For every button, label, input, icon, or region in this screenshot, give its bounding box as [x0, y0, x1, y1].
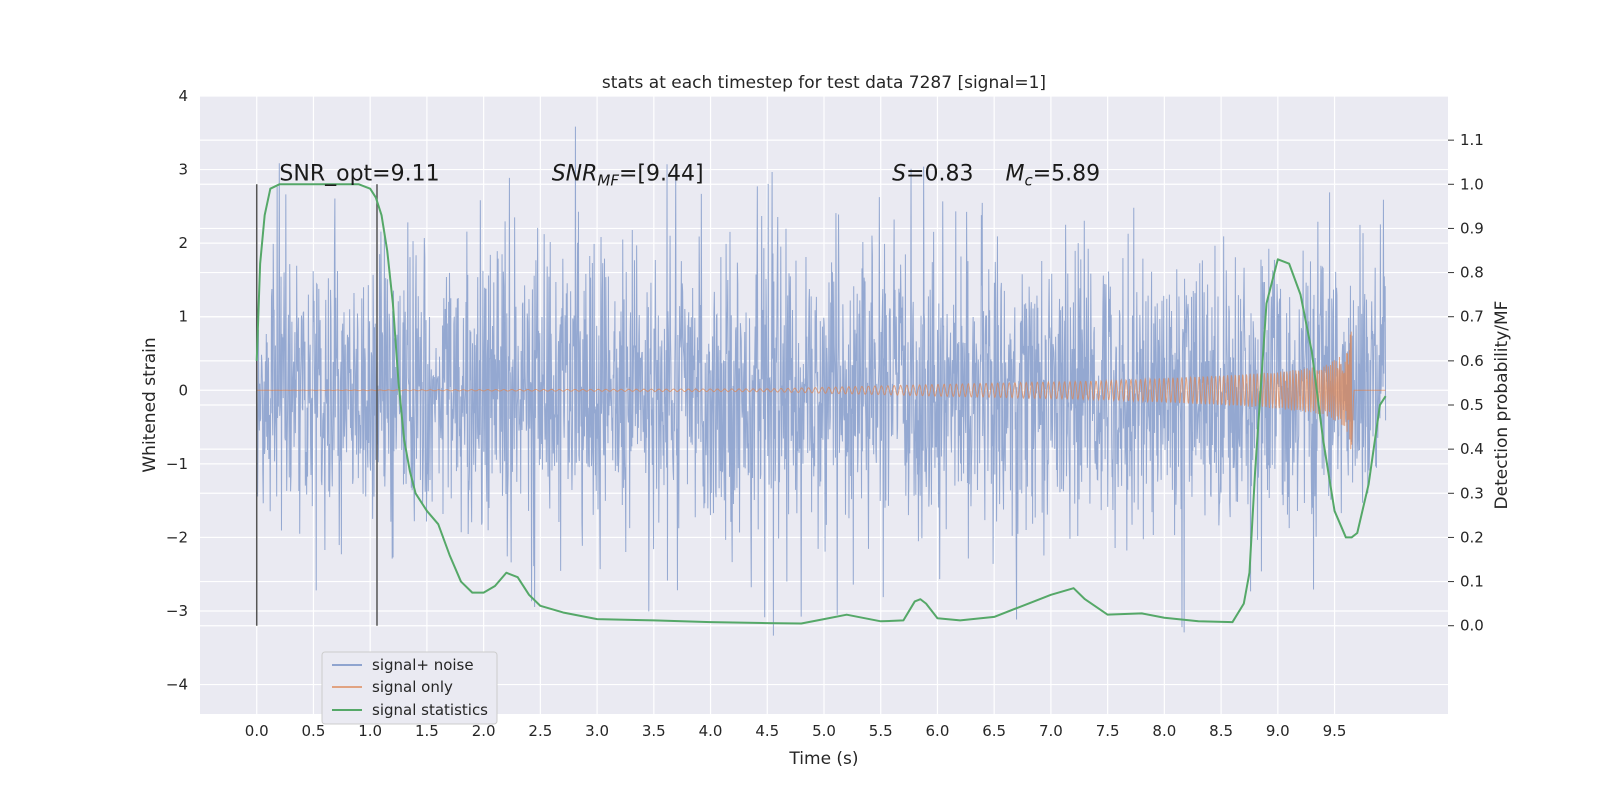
y2-tick-label: 0.9	[1460, 219, 1484, 237]
x-tick-label: 3.0	[585, 722, 609, 740]
x-tick-label: 6.5	[982, 722, 1006, 740]
x-tick-label: 9.5	[1323, 722, 1347, 740]
y2-axis-label: Detection probability/MF	[1492, 301, 1512, 510]
x-tick-label: 9.0	[1266, 722, 1290, 740]
x-tick-label: 4.5	[755, 722, 779, 740]
legend: signal+ noise signal only signal statist…	[321, 651, 498, 725]
x-tick-label: 5.5	[869, 722, 893, 740]
y-tick-label: 0	[178, 381, 188, 399]
annotation-0: SNR_opt=9.11	[279, 162, 439, 187]
legend-label-signal-stats: signal statistics	[372, 701, 488, 719]
y-tick-label: −4	[166, 676, 188, 694]
y2-tick-label: 0.1	[1460, 573, 1484, 591]
y-tick-label: 4	[178, 87, 188, 105]
x-tick-label: 8.5	[1209, 722, 1233, 740]
x-tick-label: 2.0	[472, 722, 496, 740]
y2-tick-label: 1.1	[1460, 131, 1484, 149]
signal-noise-series	[256, 126, 1387, 636]
signal-only-series	[256, 331, 1386, 450]
legend-label-signal-only: signal only	[372, 678, 453, 696]
legend-box	[321, 651, 498, 725]
signal-stats-series	[255, 183, 1387, 625]
annotation-3: Mc=5.89	[1006, 162, 1101, 190]
y2-tick-label: 0.5	[1460, 396, 1484, 414]
y-tick-label: 3	[178, 161, 188, 179]
y-axis-label: Whitened strain	[140, 337, 160, 472]
x-tick-label: 3.5	[642, 722, 666, 740]
y-ticks: −4 −3 −2 −1 0 1 2 3 4	[166, 87, 188, 694]
y2-tick-label: 0.0	[1460, 617, 1484, 635]
annotation-2: S=0.83	[892, 162, 973, 187]
y2-tick-label: 0.7	[1460, 308, 1484, 326]
y2-tick-label: 0.2	[1460, 528, 1484, 546]
x-ticks: 0.0 0.5 1.0 1.5 2.0 2.5 3.0 3.5 4.0 4.5 5.0 5.5 6.0 6…	[245, 722, 1347, 740]
x-tick-label: 1.0	[358, 722, 382, 740]
signal-noise-line	[256, 126, 1387, 636]
legend-label-signal-noise: signal+ noise	[372, 656, 474, 674]
x-tick-label: 5.0	[812, 722, 836, 740]
signal-only-line	[256, 331, 1386, 450]
y2-tick-label: 1.0	[1460, 175, 1484, 193]
y-tick-label: −3	[166, 602, 188, 620]
y2-tick-label: 0.8	[1460, 264, 1484, 282]
x-tick-label: 0.0	[245, 722, 269, 740]
x-tick-label: 4.0	[699, 722, 723, 740]
annotation-1: SNRMF=[9.44]	[552, 162, 704, 190]
y-tick-label: 2	[178, 234, 188, 252]
y-tick-label: 1	[178, 308, 188, 326]
vertical-lines	[255, 184, 378, 626]
x-axis-label: Time (s)	[788, 749, 858, 769]
x-tick-label: 7.5	[1096, 722, 1120, 740]
y2-tick-label: 0.3	[1460, 484, 1484, 502]
x-tick-label: 7.0	[1039, 722, 1063, 740]
annotations: SNR_opt=9.11 SNRMF=[9.44] S=0.83 Mc=5.89	[279, 162, 1100, 190]
y-tick-label: −1	[166, 455, 188, 473]
x-tick-label: 1.5	[415, 722, 439, 740]
x-tick-label: 6.0	[926, 722, 950, 740]
y-tick-label: −2	[166, 528, 188, 546]
x-tick-label: 0.5	[302, 722, 326, 740]
y2-tick-label: 0.4	[1460, 440, 1484, 458]
x-tick-label: 8.0	[1152, 722, 1176, 740]
y2-ticks: 0.0 0.1 0.2 0.3 0.4 0.5 0.6 0.7 0.8 0.9 1.0 1.1	[1448, 131, 1484, 635]
x-tick-label: 2.5	[528, 722, 552, 740]
chart-title: stats at each timestep for test data 728…	[602, 73, 1046, 93]
y2-tick-label: 0.6	[1460, 352, 1484, 370]
signal-stats-line	[255, 183, 1387, 625]
